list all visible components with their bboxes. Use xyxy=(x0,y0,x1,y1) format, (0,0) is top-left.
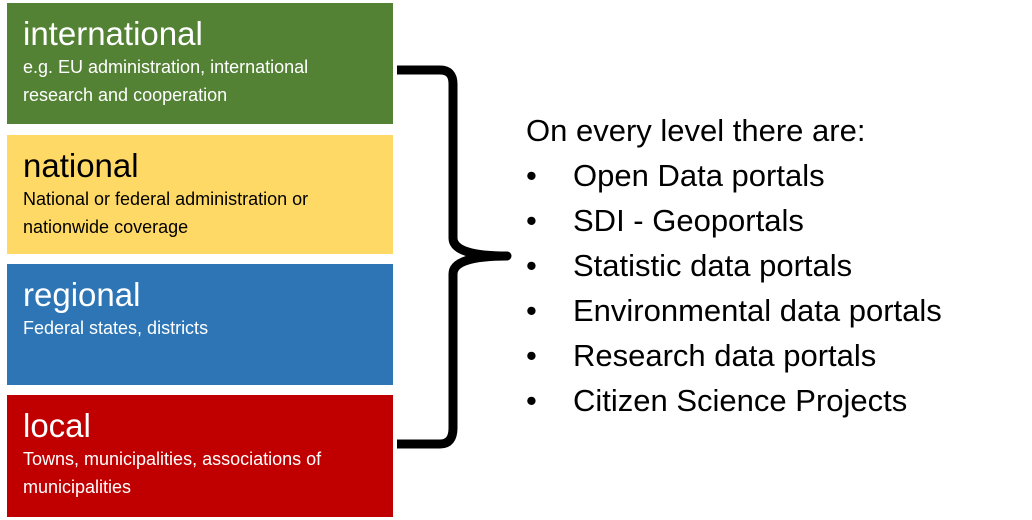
level-title: national xyxy=(23,147,139,184)
list-item-label: Research data portals xyxy=(573,338,877,373)
level-title: local xyxy=(23,407,91,444)
bullet-icon: • xyxy=(526,338,537,373)
level-title: international xyxy=(23,15,203,52)
portal-list: • Open Data portals • SDI - Geoportals •… xyxy=(526,153,1016,423)
list-item: • Citizen Science Projects xyxy=(526,378,1016,423)
list-item-label: Statistic data portals xyxy=(573,248,853,283)
list-item-label: SDI - Geoportals xyxy=(573,203,804,238)
bullet-icon: • xyxy=(526,293,537,328)
list-item: • SDI - Geoportals xyxy=(526,198,1016,243)
summary-heading: On every level there are: xyxy=(526,113,866,148)
list-item-label: Environmental data portals xyxy=(573,293,942,328)
list-item: • Research data portals xyxy=(526,333,1016,378)
bullet-icon: • xyxy=(526,383,537,418)
list-item: • Statistic data portals xyxy=(526,243,1016,288)
bullet-icon: • xyxy=(526,203,537,238)
level-description: Towns, municipalities, associations of m… xyxy=(23,449,322,497)
curly-brace-icon xyxy=(397,65,512,449)
level-description: Federal states, districts xyxy=(23,318,209,338)
list-item: • Open Data portals xyxy=(526,153,1016,198)
bullet-icon: • xyxy=(526,248,537,283)
summary-panel: On every level there are: • Open Data po… xyxy=(526,108,1016,423)
bullet-icon: • xyxy=(526,158,537,193)
list-item-label: Open Data portals xyxy=(573,158,825,193)
level-description: e.g. EU administration, international re… xyxy=(23,57,309,105)
level-national: national National or federal administrat… xyxy=(7,135,393,254)
list-item-label: Citizen Science Projects xyxy=(573,383,908,418)
list-item: • Environmental data portals xyxy=(526,288,1016,333)
level-title: regional xyxy=(23,276,141,313)
level-description: National or federal administration or na… xyxy=(23,189,309,237)
level-international: international e.g. EU administration, in… xyxy=(7,3,393,124)
level-regional: regional Federal states, districts xyxy=(7,264,393,385)
level-local: local Towns, municipalities, association… xyxy=(7,395,393,517)
